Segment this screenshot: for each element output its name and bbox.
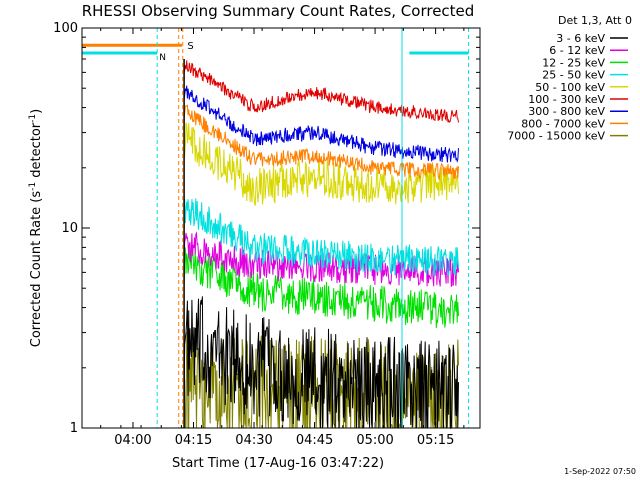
- y-tick-label: 1: [70, 421, 78, 436]
- legend-label: 25 - 50 keV: [542, 69, 605, 82]
- legend-label: 800 - 7000 keV: [521, 117, 605, 130]
- series-line: [183, 104, 459, 181]
- legend-label: 12 - 25 keV: [542, 56, 605, 69]
- legend-label: 300 - 800 keV: [528, 105, 605, 118]
- series-line: [183, 85, 459, 163]
- x-tick-label: 04:00: [114, 433, 151, 448]
- y-axis-label: Corrected Count Rate (s-1 detector-1): [28, 109, 44, 347]
- legend-header: Det 1,3, Att 0: [558, 14, 632, 27]
- y-tick-label: 100: [53, 21, 78, 36]
- series-line: [183, 60, 459, 123]
- x-tick-label: 05:15: [417, 433, 454, 448]
- legend-label: 50 - 100 keV: [535, 81, 605, 94]
- series-line: [183, 122, 459, 206]
- x-tick-label: 05:00: [356, 433, 393, 448]
- legend-label: 3 - 6 keV: [556, 32, 605, 45]
- chart-title: RHESSI Observing Summary Count Rates, Co…: [82, 2, 475, 20]
- x-tick-label: 04:45: [296, 433, 333, 448]
- y-axis: 1 10 100: [53, 21, 480, 436]
- x-axis: 04:00 04:15 04:30 04:45 05:00 05:15: [100, 28, 465, 448]
- x-axis-label: Start Time (17-Aug-16 03:47:22): [172, 456, 384, 471]
- x-tick-label: 04:15: [175, 433, 212, 448]
- x-tick-label: 04:30: [235, 433, 272, 448]
- legend-label: 7000 - 15000 keV: [507, 130, 605, 143]
- legend-label: 100 - 300 keV: [528, 93, 605, 106]
- y-tick-label: 10: [61, 221, 78, 236]
- annotation-n: N: [159, 53, 166, 63]
- series-line: [183, 198, 459, 277]
- footer-date: 1-Sep-2022 07:50: [564, 467, 636, 476]
- plot-area: SN: [82, 28, 470, 430]
- annotation-s: S: [187, 41, 193, 52]
- legend-label: 6 - 12 keV: [549, 44, 605, 57]
- series-line: [183, 296, 459, 430]
- series-line: [183, 247, 459, 329]
